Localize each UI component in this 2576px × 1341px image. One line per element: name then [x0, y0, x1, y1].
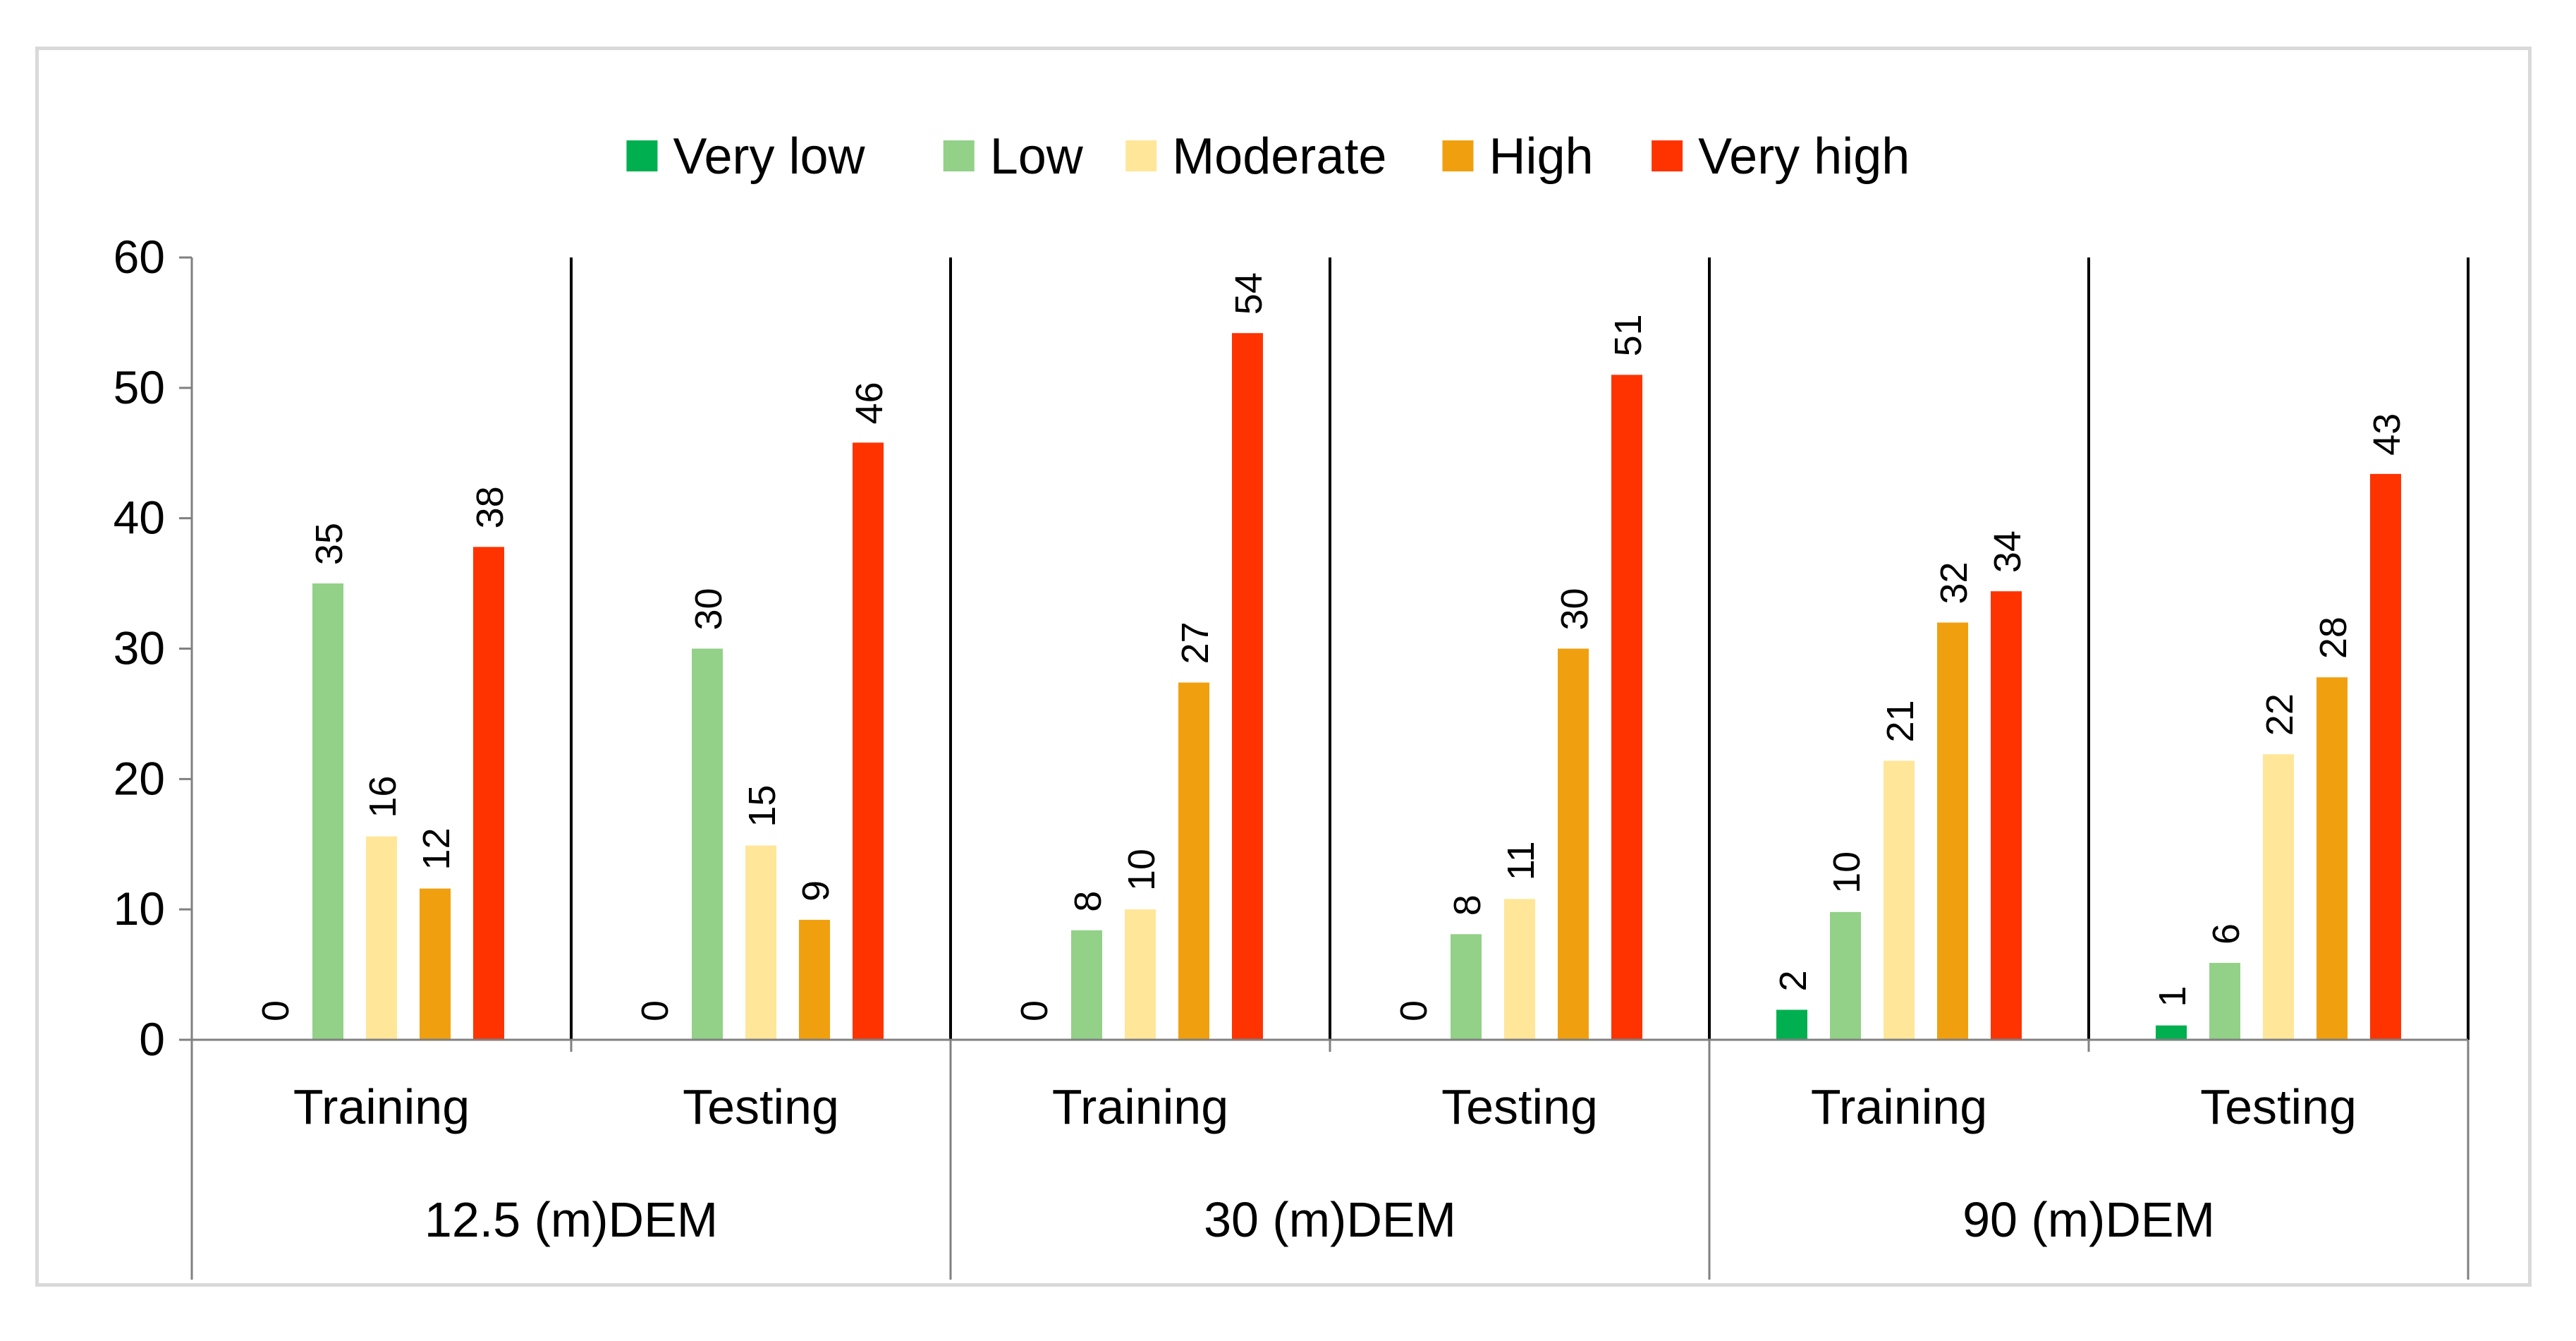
- data-label-very-low-5: 1: [2151, 986, 2194, 1007]
- category-label-2: Training: [1052, 1079, 1228, 1134]
- data-label-moderate-2: 10: [1121, 849, 1163, 891]
- data-label-low-4: 10: [1826, 851, 1868, 894]
- y-tick-label-50: 50: [114, 361, 165, 413]
- legend-swatch-very-low: [626, 140, 658, 171]
- bar-very-high-1: [853, 442, 884, 1040]
- bar-moderate-1: [745, 845, 776, 1040]
- data-label-very-high-4: 34: [1986, 530, 2029, 573]
- category-label-4: Training: [1811, 1079, 1987, 1134]
- data-label-very-high-1: 46: [848, 382, 891, 424]
- bar-low-1: [692, 648, 723, 1040]
- bar-high-1: [799, 919, 830, 1040]
- bar-very-high-2: [1232, 333, 1263, 1040]
- legend-swatch-high: [1442, 140, 1474, 171]
- legend-label-low: Low: [990, 128, 1084, 185]
- bar-moderate-3: [1504, 899, 1535, 1040]
- data-label-moderate-1: 15: [741, 785, 783, 827]
- y-tick-label-20: 20: [114, 752, 165, 804]
- legend-swatch-low: [943, 140, 975, 171]
- data-label-very-low-4: 2: [1772, 970, 1814, 991]
- data-label-high-5: 28: [2312, 617, 2355, 659]
- legend: Very low Low Moderate High Very high: [626, 128, 1910, 185]
- data-label-moderate-0: 16: [362, 776, 404, 818]
- legend-swatch-moderate: [1125, 140, 1157, 171]
- bar-moderate-0: [366, 836, 397, 1040]
- data-label-low-0: 35: [308, 523, 350, 565]
- legend-swatch-very-high: [1652, 140, 1683, 171]
- category-label-3: Testing: [1441, 1079, 1598, 1134]
- y-tick-label-0: 0: [139, 1013, 165, 1065]
- data-label-low-1: 30: [688, 588, 730, 630]
- data-label-moderate-3: 11: [1500, 841, 1542, 880]
- legend-label-very-high: Very high: [1698, 128, 1910, 185]
- bar-low-3: [1451, 934, 1482, 1040]
- bar-high-5: [2316, 677, 2348, 1040]
- bar-high-3: [1558, 648, 1589, 1040]
- group-label-1: 30 (m)DEM: [1204, 1192, 1456, 1247]
- legend-label-moderate: Moderate: [1172, 128, 1386, 185]
- y-tick-label-40: 40: [114, 492, 165, 544]
- chart-svg: Very low Low Moderate High Very high 0102030…: [114, 128, 2470, 1280]
- bar-moderate-5: [2263, 754, 2294, 1040]
- category-label-0: Training: [293, 1079, 470, 1134]
- data-label-moderate-4: 21: [1879, 700, 1922, 742]
- bar-very-high-5: [2370, 473, 2401, 1040]
- category-label-5: Testing: [2200, 1079, 2357, 1134]
- data-label-high-0: 12: [415, 828, 458, 870]
- bar-moderate-4: [1884, 760, 1915, 1040]
- y-tick-label-30: 30: [114, 622, 165, 674]
- x-axis: Training Testing Training Testing Training Te…: [190, 1038, 2470, 1280]
- group-label-0: 12.5 (m)DEM: [425, 1192, 718, 1247]
- legend-label-high: High: [1489, 128, 1593, 185]
- data-label-high-3: 30: [1553, 588, 1596, 630]
- bar-very-high-3: [1611, 375, 1642, 1040]
- data-label-very-low-1: 0: [634, 1000, 676, 1021]
- chart-frame: Very low Low Moderate High Very high 0 10 20 30…: [35, 47, 2532, 1287]
- bar-moderate-2: [1125, 909, 1156, 1040]
- bar-high-0: [420, 888, 451, 1040]
- data-label-low-3: 8: [1446, 894, 1489, 916]
- bar-very-low-4: [1776, 1009, 1807, 1040]
- category-label-1: Testing: [683, 1079, 839, 1134]
- bar-low-0: [312, 583, 343, 1040]
- data-label-moderate-5: 22: [2259, 693, 2301, 736]
- data-label-very-low-2: 0: [1013, 1000, 1056, 1021]
- data-label-very-low-0: 0: [255, 1000, 297, 1021]
- bar-low-4: [1830, 911, 1861, 1040]
- bar-very-high-0: [473, 547, 504, 1040]
- bar-low-5: [2209, 962, 2240, 1040]
- data-label-high-2: 27: [1174, 621, 1216, 664]
- data-label-very-high-5: 43: [2366, 413, 2408, 456]
- data-label-high-1: 9: [795, 880, 837, 902]
- y-tick-label-10: 10: [114, 882, 165, 935]
- legend-label-very-low: Very low: [673, 128, 865, 185]
- data-label-very-high-3: 51: [1607, 314, 1649, 356]
- group-label-2: 90 (m)DEM: [1962, 1192, 2215, 1247]
- bar-high-2: [1178, 682, 1209, 1040]
- bar-very-low-5: [2156, 1025, 2187, 1040]
- data-label-low-5: 6: [2205, 923, 2247, 945]
- data-label-very-high-0: 38: [469, 486, 511, 528]
- data-label-very-high-2: 54: [1228, 272, 1270, 315]
- bar-very-high-4: [1991, 591, 2022, 1040]
- bar-low-2: [1071, 930, 1102, 1040]
- bars: [312, 333, 2401, 1040]
- data-label-very-low-3: 0: [1393, 1000, 1435, 1021]
- bar-high-4: [1937, 622, 1968, 1040]
- y-tick-label-60: 60: [114, 231, 165, 283]
- data-label-high-4: 32: [1933, 562, 1975, 604]
- data-label-low-2: 8: [1067, 891, 1109, 912]
